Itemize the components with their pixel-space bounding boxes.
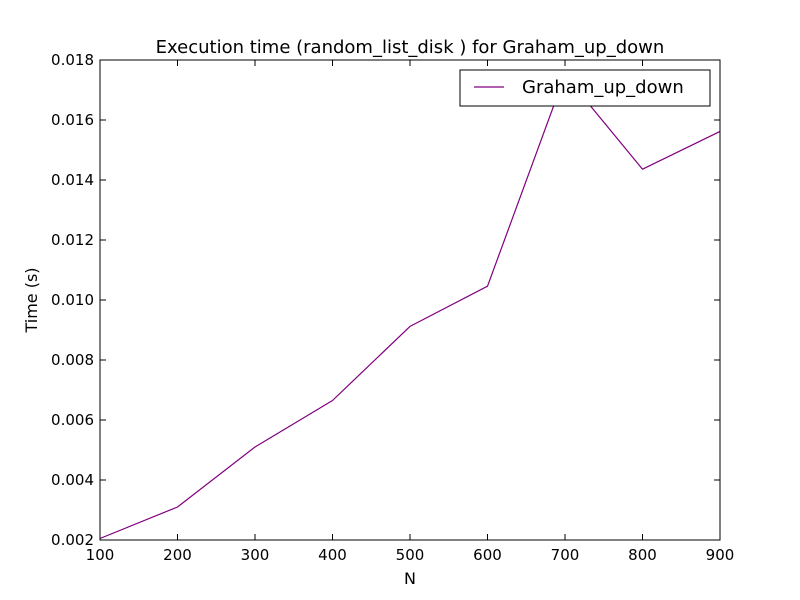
y-tick-label: 0.016 — [51, 111, 94, 129]
x-tick-label: 700 — [551, 546, 580, 564]
legend-label-graham-up-down: Graham_up_down — [522, 77, 684, 98]
y-tick-label: 0.006 — [51, 411, 94, 429]
x-tick-label: 900 — [706, 546, 735, 564]
legend-box — [459, 69, 711, 107]
x-axis-label: N — [404, 569, 416, 588]
x-tick-label: 600 — [473, 546, 502, 564]
y-tick-label: 0.002 — [51, 531, 94, 549]
y-tick-label: 0.004 — [51, 471, 94, 489]
x-tick-label: 800 — [628, 546, 657, 564]
legend: Graham_up_down — [459, 69, 711, 107]
x-tick-label: 200 — [163, 546, 192, 564]
y-tick-label: 0.010 — [51, 291, 94, 309]
series-layer — [100, 74, 720, 540]
plot-frame — [99, 59, 721, 541]
x-tick-label: 300 — [241, 546, 270, 564]
y-axis-label: Time (s) — [22, 267, 41, 333]
tick-labels: 100 200 300 400 500 600 700 800 900 0.002 0.004 0.0… — [51, 51, 734, 564]
y-tick-label: 0.014 — [51, 171, 94, 189]
y-tick-label: 0.008 — [51, 351, 94, 369]
series-line-graham-up-down — [100, 74, 720, 540]
x-tick-label: 400 — [318, 546, 347, 564]
x-tick-label: 100 — [86, 546, 115, 564]
y-tick-label: 0.018 — [51, 51, 94, 69]
plot-area — [100, 60, 720, 540]
y-tick-label: 0.012 — [51, 231, 94, 249]
x-tick-label: 500 — [396, 546, 425, 564]
chart-title: Execution time (random_list_disk ) for G… — [156, 37, 665, 58]
